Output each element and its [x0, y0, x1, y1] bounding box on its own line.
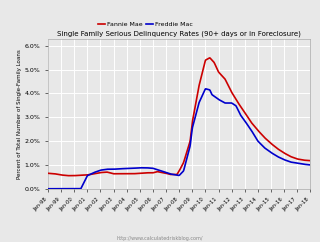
Fannie Mae	[308, 159, 312, 162]
Freddie Mac	[308, 164, 312, 166]
Freddie Mac	[244, 121, 248, 124]
Fannie Mae	[222, 77, 226, 80]
Fannie Mae	[93, 172, 97, 175]
Fannie Mae	[46, 172, 50, 175]
Freddie Mac	[114, 168, 117, 171]
Freddie Mac	[222, 101, 226, 104]
Title: Single Family Serious Delinquency Rates (90+ days or in Foreclosure): Single Family Serious Delinquency Rates …	[57, 31, 301, 38]
Freddie Mac	[46, 187, 50, 190]
Legend: Fannie Mae, Freddie Mac: Fannie Mae, Freddie Mac	[95, 19, 196, 30]
Fannie Mae	[114, 172, 118, 175]
Fannie Mae	[208, 56, 212, 59]
Freddie Mac	[204, 87, 208, 90]
Fannie Mae	[244, 113, 248, 116]
Fannie Mae	[201, 68, 205, 71]
Freddie Mac	[165, 171, 169, 174]
Fannie Mae	[165, 172, 169, 175]
Line: Freddie Mac: Freddie Mac	[48, 89, 310, 189]
Freddie Mac	[92, 171, 96, 174]
Line: Fannie Mae: Fannie Mae	[48, 58, 310, 176]
Text: http://www.calculatedriskblog.com/: http://www.calculatedriskblog.com/	[117, 236, 203, 241]
Y-axis label: Percent of Total Number of Single-Family Loans: Percent of Total Number of Single-Family…	[17, 49, 22, 179]
Freddie Mac	[201, 93, 204, 96]
Fannie Mae	[66, 174, 70, 177]
